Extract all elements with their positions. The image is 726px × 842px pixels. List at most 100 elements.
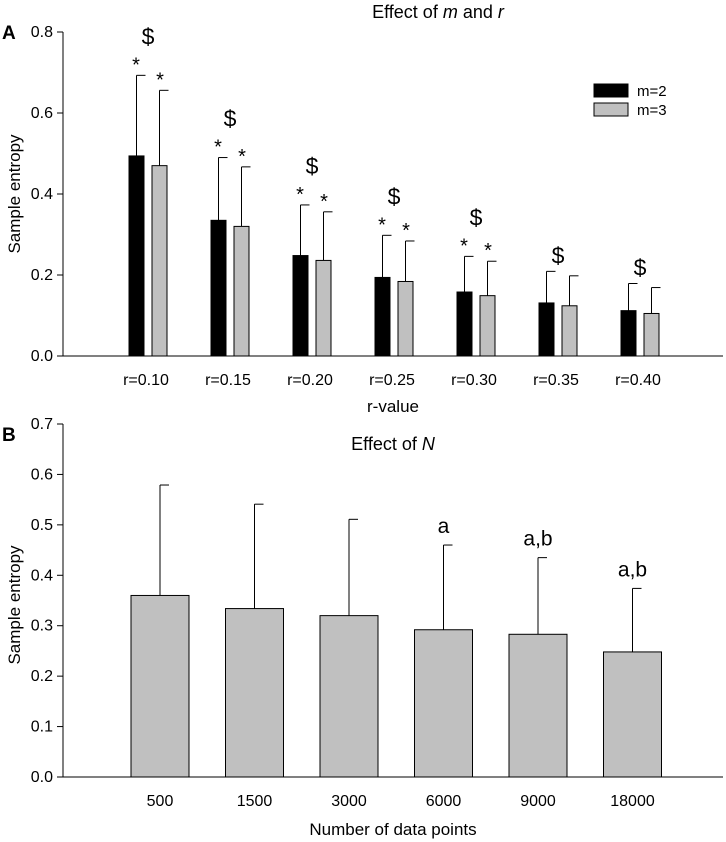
dollar-r=0.30: $ (470, 204, 483, 230)
dollar-r=0.10: $ (142, 23, 155, 49)
panel-b-xlabel: Number of data points (309, 820, 476, 839)
error-bar-1500 (254, 503, 264, 609)
bar-m=3-r=0.40 (643, 312, 660, 357)
error-bar-m=3-r=0.25 (405, 240, 415, 282)
panel-b-ylabel: Sample entropy (5, 545, 24, 665)
y-tick-label: 0.0 (31, 769, 53, 786)
y-tick-label: 0.2 (31, 267, 53, 284)
panel-a-x-ticks: r=0.10 r=0.15 r=0.20 r=0.25 r=0.30 r=0.35 r=0.… (123, 372, 661, 389)
bar-group-r=0.15: * *$ (210, 106, 251, 357)
y-tick-label: 0.4 (31, 567, 53, 584)
bar-group-9000: a,b (508, 528, 568, 778)
bar-group-3000 (319, 518, 379, 778)
y-tick-label: 0.3 (31, 618, 53, 635)
error-bar-m=2-r=0.10 (136, 74, 146, 156)
bar-m=3-r=0.30 (479, 295, 496, 357)
bar-m=3-r=0.10 (151, 165, 168, 357)
x-tick-label-3000: 3000 (331, 793, 367, 810)
error-bar-m=2-r=0.25 (382, 234, 392, 278)
bar-group-r=0.40: $ (620, 255, 661, 357)
error-bar-3000 (348, 518, 358, 616)
bar-group-r=0.25: * *$ (374, 183, 415, 357)
star-m2-r=0.10: * (132, 54, 140, 76)
bar-m=2-r=0.20 (292, 255, 309, 357)
bar-group-r=0.20: * *$ (292, 153, 333, 357)
panel-b-y-ticks: 0.0 0.1 0.2 0.3 0.4 0.5 0.6 0.7 (31, 416, 63, 786)
y-tick-label: 0.5 (31, 517, 53, 534)
star-m3-r=0.20: * (320, 191, 328, 213)
bar-group-r=0.30: * *$ (456, 204, 497, 357)
dollar-r=0.40: $ (634, 255, 647, 281)
star-m2-r=0.30: * (460, 235, 468, 257)
x-tick-label-9000: 9000 (520, 793, 556, 810)
x-tick-label-1500: 1500 (237, 793, 273, 810)
error-bar-m=2-r=0.40 (628, 283, 638, 311)
bar-m=2-r=0.25 (374, 276, 391, 357)
bar-group-500 (130, 484, 190, 778)
error-bar-m=2-r=0.20 (300, 204, 310, 256)
bar-m=3-r=0.25 (397, 280, 414, 357)
y-tick-label: 0.2 (31, 668, 53, 685)
panel-a: A Effect of m and r Sample entropy r-val… (2, 2, 723, 416)
bar-1500 (225, 608, 284, 778)
panel-b-letter: B (2, 425, 16, 446)
error-bar-m=2-r=0.15 (218, 157, 228, 221)
dollar-r=0.20: $ (306, 153, 319, 179)
panel-a-bars: **$* *$* *$* *$* *$$ $ (128, 23, 661, 357)
error-bar-m=3-r=0.40 (651, 287, 661, 314)
x-tick-label-18000: 18000 (610, 793, 655, 810)
dollar-r=0.35: $ (552, 242, 565, 268)
y-tick-label: 0.7 (31, 416, 53, 433)
panel-a-letter: A (2, 23, 16, 44)
panel-a-legend: m=2 m=3 (593, 83, 667, 119)
error-bar-18000 (632, 587, 642, 652)
dollar-r=0.25: $ (388, 183, 401, 209)
bar-m=2-r=0.30 (456, 291, 473, 357)
sig-label-18000: a,b (618, 558, 647, 581)
x-tick-label-r=0.35: r=0.35 (533, 372, 579, 389)
bar-m=2-r=0.15 (210, 219, 227, 357)
error-bar-500 (159, 484, 169, 596)
bar-500 (130, 594, 190, 778)
star-m3-r=0.10: * (156, 69, 164, 91)
x-tick-label-r=0.20: r=0.20 (287, 372, 333, 389)
error-bar-m=2-r=0.30 (464, 255, 474, 293)
error-bar-m=3-r=0.30 (487, 260, 497, 296)
y-tick-label: 0.6 (31, 466, 53, 483)
legend-swatch-m3 (593, 102, 629, 117)
y-tick-label: 0.8 (31, 24, 53, 41)
dollar-r=0.15: $ (224, 106, 237, 132)
legend-label-m3: m=3 (637, 102, 667, 119)
panel-b-bars: a a,b a,b (130, 484, 662, 778)
bar-m=3-r=0.35 (561, 305, 578, 357)
error-bar-m=3-r=0.10 (159, 89, 169, 166)
x-tick-label-6000: 6000 (426, 793, 462, 810)
bar-group-18000: a,b (603, 558, 662, 778)
star-m3-r=0.15: * (238, 146, 246, 168)
x-tick-label-r=0.25: r=0.25 (369, 372, 415, 389)
bar-m=3-r=0.15 (233, 225, 250, 357)
panel-a-title: Effect of m and r (372, 2, 505, 22)
y-tick-label: 0.6 (31, 105, 53, 122)
y-tick-label: 0.1 (31, 719, 53, 736)
star-m2-r=0.15: * (214, 137, 222, 159)
error-bar-m=3-r=0.15 (241, 166, 251, 227)
bar-group-6000: a (414, 515, 473, 778)
bar-group-r=0.35: $ (538, 242, 579, 357)
sig-label-9000: a,b (523, 528, 552, 551)
sig-label-6000: a (438, 515, 450, 538)
bar-9000 (508, 633, 568, 778)
y-tick-label: 0.4 (31, 186, 53, 203)
bar-group-1500 (225, 503, 284, 778)
panel-b-title: Effect of N (351, 434, 436, 454)
legend-label-m2: m=2 (637, 83, 667, 100)
panel-a-ylabel: Sample entropy (5, 134, 24, 254)
error-bar-m=3-r=0.20 (323, 211, 333, 261)
bar-3000 (319, 615, 379, 778)
x-tick-label-r=0.15: r=0.15 (205, 372, 251, 389)
bar-m=2-r=0.40 (620, 310, 637, 357)
error-bar-6000 (443, 544, 453, 630)
star-m2-r=0.25: * (378, 214, 386, 236)
bar-m=2-r=0.35 (538, 302, 555, 357)
